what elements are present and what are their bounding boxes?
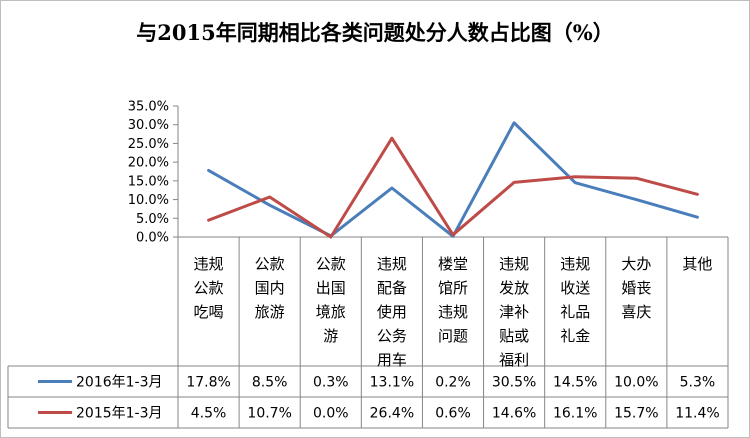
category-label: 违规 [499, 255, 529, 273]
chart-title: 与2015年同期相比各类问题处分人数占比图（%） [136, 20, 613, 45]
y-tick-label: 35.0% [128, 100, 169, 115]
category-label: 国内 [255, 279, 285, 297]
category-label: 喜庆 [621, 303, 651, 321]
category-label: 违规 [560, 255, 590, 273]
category-label: 津补 [499, 303, 529, 321]
category-label: 吃喝 [194, 303, 224, 321]
category-label: 公款 [255, 255, 285, 273]
category-label: 游 [323, 327, 338, 345]
y-tick-label: 25.0% [128, 137, 169, 152]
table-value: 0.2% [435, 375, 471, 391]
table-value: 0.0% [313, 406, 349, 422]
category-label: 问题 [438, 327, 468, 345]
category-label: 礼品 [560, 303, 590, 321]
table-value: 10.7% [247, 406, 291, 422]
category-label: 收送 [560, 279, 590, 297]
table-value: 14.6% [492, 406, 536, 422]
category-label: 婚丧 [621, 279, 651, 297]
category-label: 违规 [194, 255, 224, 273]
category-label: 其他 [682, 255, 712, 273]
y-tick-label: 0.0% [136, 231, 169, 246]
series-line-1 [207, 121, 699, 238]
y-tick-label: 30.0% [128, 118, 169, 133]
table-value: 0.3% [313, 375, 349, 391]
table-value: 16.1% [553, 406, 597, 422]
category-label: 公款 [194, 279, 224, 297]
table-value: 13.1% [370, 375, 414, 391]
category-label: 使用 [377, 303, 407, 321]
table-value: 30.5% [492, 375, 536, 391]
table-value: 5.3% [680, 375, 716, 391]
category-label: 违规 [377, 255, 407, 273]
table-value: 4.5% [191, 406, 227, 422]
category-label: 发放 [499, 279, 529, 297]
legend-label: 2015年1-3月 [76, 406, 163, 422]
table-value: 17.8% [186, 375, 230, 391]
table-value: 15.7% [614, 406, 658, 422]
table-value: 26.4% [370, 406, 414, 422]
table-value: 0.6% [435, 406, 471, 422]
legend-label: 2016年1-3月 [76, 375, 163, 391]
category-label: 馆所 [438, 279, 468, 297]
category-label: 福利 [499, 351, 529, 369]
table-value: 14.5% [553, 375, 597, 391]
category-label: 用车 [377, 351, 407, 369]
table-value: 10.0% [614, 375, 658, 391]
category-label: 楼堂 [438, 255, 468, 273]
category-label: 大办 [621, 255, 651, 273]
series-line-2 [207, 136, 699, 239]
y-tick-label: 15.0% [128, 174, 169, 189]
category-label: 配备 [377, 279, 407, 297]
y-tick-label: 20.0% [128, 156, 169, 171]
y-tick-label: 5.0% [136, 212, 169, 227]
category-label: 贴或 [499, 327, 529, 345]
category-label: 礼金 [560, 327, 590, 345]
table-value: 11.4% [675, 406, 719, 422]
category-label: 公款 [316, 255, 346, 273]
category-label: 境旅 [316, 303, 346, 321]
y-tick-label: 10.0% [128, 193, 169, 208]
category-label: 旅游 [255, 303, 285, 321]
category-label: 出国 [316, 279, 346, 297]
category-label: 公务 [377, 327, 407, 345]
table-value: 8.5% [252, 375, 288, 391]
category-label: 违规 [438, 303, 468, 321]
